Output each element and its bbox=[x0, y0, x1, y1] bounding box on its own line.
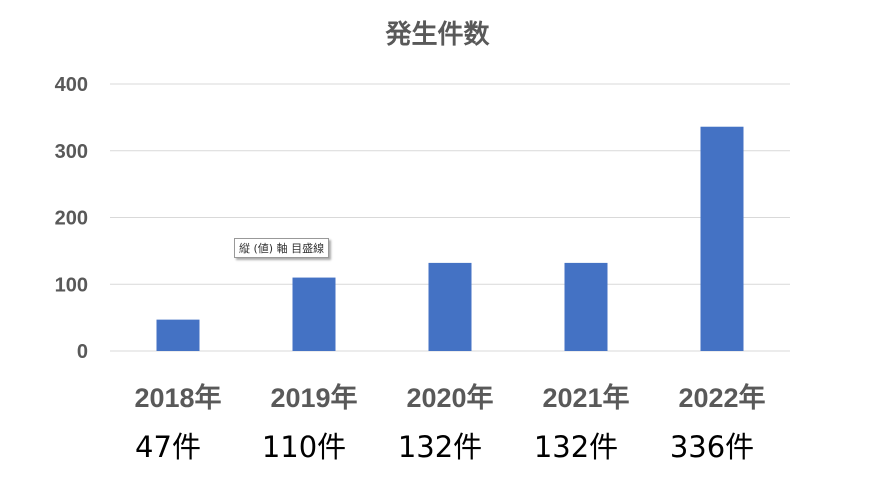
value-label: 47件 bbox=[135, 430, 201, 464]
y-tick-label: 400 bbox=[55, 74, 88, 96]
x-tick-label: 2022年 bbox=[678, 382, 765, 413]
y-tick-label: 200 bbox=[55, 208, 88, 230]
value-label: 110件 bbox=[262, 430, 346, 464]
x-tick-label: 2018年 bbox=[134, 382, 221, 413]
bar bbox=[156, 319, 200, 351]
x-tick-label: 2020年 bbox=[406, 382, 493, 413]
bar bbox=[428, 262, 472, 351]
y-tick-label: 0 bbox=[77, 341, 88, 363]
chart-title: 発生件数 bbox=[385, 20, 490, 50]
tooltip: 縦 (値) 軸 目盛線 bbox=[234, 238, 330, 258]
bar bbox=[564, 262, 608, 351]
bar bbox=[292, 277, 336, 351]
value-label: 132件 bbox=[398, 430, 482, 464]
y-tick-label: 300 bbox=[55, 141, 88, 163]
bar bbox=[700, 126, 744, 351]
y-tick-label: 100 bbox=[55, 274, 88, 296]
x-tick-label: 2019年 bbox=[270, 382, 357, 413]
value-label: 336件 bbox=[670, 430, 754, 464]
value-label: 132件 bbox=[534, 430, 618, 464]
x-tick-label: 2021年 bbox=[542, 382, 629, 413]
